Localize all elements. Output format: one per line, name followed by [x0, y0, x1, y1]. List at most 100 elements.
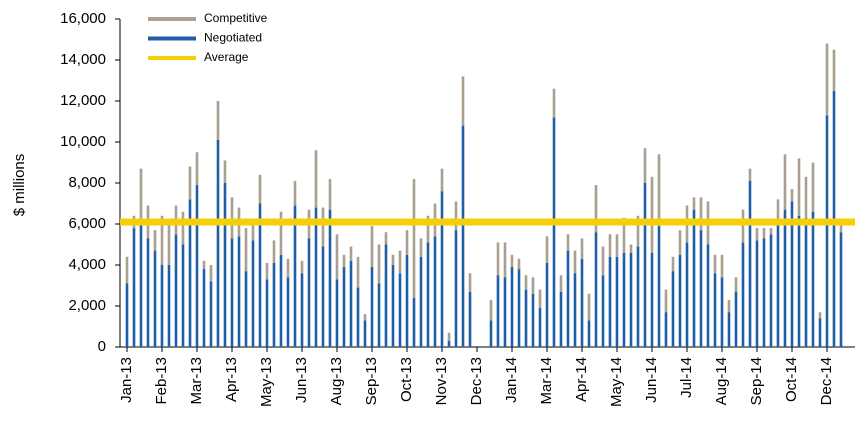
- bar-segment: [706, 244, 710, 347]
- bar-segment: [538, 308, 542, 347]
- x-tick-label: Sep-13: [363, 357, 380, 405]
- bar-segment: [825, 43, 829, 116]
- bar-segment: [678, 254, 682, 347]
- bar-segment: [594, 185, 598, 233]
- bar-segment: [377, 283, 381, 347]
- bar-segment: [363, 314, 367, 321]
- bar-segment: [398, 273, 402, 347]
- x-tick-label: Oct-14: [783, 357, 800, 402]
- x-tick-label: Oct-13: [398, 357, 415, 402]
- bar-segment: [769, 234, 773, 347]
- bar-segment: [741, 242, 745, 347]
- bar-segment: [125, 256, 129, 284]
- y-tick-label: 10,000: [60, 133, 106, 150]
- bar-segment: [594, 232, 598, 347]
- bar-segment: [447, 332, 451, 341]
- bar-segment: [216, 101, 220, 140]
- bar-segment: [790, 201, 794, 347]
- bar-segment: [412, 297, 416, 347]
- bar-segment: [622, 217, 626, 253]
- x-tick-label: Aug-14: [713, 357, 730, 405]
- bar-segment: [384, 232, 388, 245]
- bar-segment: [384, 244, 388, 347]
- bar-segment: [209, 281, 213, 347]
- bar-segment: [664, 289, 668, 313]
- bar-segment: [531, 293, 535, 347]
- x-tick-label: Dec-13: [468, 357, 485, 405]
- bar-segment: [405, 254, 409, 347]
- y-tick-label: 8,000: [68, 174, 106, 191]
- bar-segment: [461, 76, 465, 126]
- bar-segment: [580, 258, 584, 347]
- x-tick-label: Nov-13: [433, 357, 450, 405]
- bar-segment: [300, 260, 304, 274]
- bar-segment: [797, 158, 801, 216]
- bar-segment: [370, 267, 374, 347]
- bar-segment: [531, 277, 535, 294]
- bar-segment: [391, 254, 395, 265]
- bar-segment: [839, 221, 843, 233]
- bar-segment: [573, 250, 577, 274]
- bar-segment: [776, 199, 780, 224]
- bar-segment: [139, 219, 143, 347]
- bar-segment: [440, 168, 444, 192]
- bar-segment: [720, 254, 724, 278]
- bar-segment: [412, 178, 416, 298]
- bar-segment: [496, 242, 500, 276]
- x-tick-label: Apr-14: [573, 357, 590, 402]
- bar-segment: [342, 254, 346, 268]
- bar-segment: [258, 174, 262, 204]
- bar-segment: [713, 254, 717, 274]
- bar-segment: [762, 238, 766, 347]
- bar-segment: [517, 269, 521, 347]
- bar-segment: [545, 262, 549, 347]
- bar-segment: [195, 152, 199, 186]
- bar-segment: [699, 230, 703, 347]
- bar-segment: [160, 265, 164, 347]
- bar-segment: [356, 256, 360, 288]
- bar-segment: [321, 246, 325, 347]
- bar-segment: [748, 180, 752, 347]
- x-tick-label: Aug-13: [328, 357, 345, 405]
- bar-segment: [524, 275, 528, 290]
- bar-segment: [713, 273, 717, 347]
- bar-segment: [286, 258, 290, 278]
- bar-segment: [265, 262, 269, 280]
- bar-segment: [230, 238, 234, 347]
- bar-segment: [167, 265, 171, 347]
- x-tick-label: Jan-13: [118, 357, 135, 403]
- bar-segment: [342, 267, 346, 347]
- bar-segment: [769, 228, 773, 235]
- bar-segment: [314, 207, 318, 347]
- bar-segment: [587, 293, 591, 321]
- bar-segment: [279, 254, 283, 347]
- bar-segment: [671, 271, 675, 347]
- bar-segment: [454, 201, 458, 231]
- bar-segment: [153, 250, 157, 347]
- y-tick-label: 16,000: [60, 10, 106, 27]
- bar-segment: [349, 260, 353, 347]
- bar-segment: [818, 312, 822, 319]
- bar-segment: [328, 178, 332, 210]
- x-tick-label: Mar-14: [538, 357, 555, 405]
- bar-segment: [636, 246, 640, 347]
- bar-segment: [636, 215, 640, 247]
- bar-segment: [258, 203, 262, 347]
- x-tick-label: Jan-14: [503, 357, 520, 403]
- bar-segment: [650, 252, 654, 347]
- bar-segment: [552, 88, 556, 118]
- bar-segment: [132, 228, 136, 347]
- bar-segment: [748, 168, 752, 181]
- legend-label: Negotiated: [204, 31, 262, 45]
- bar-segment: [503, 277, 507, 347]
- bar-segment: [566, 250, 570, 347]
- bar-segment: [720, 277, 724, 347]
- bar-segment: [468, 291, 472, 347]
- bar-segment: [433, 236, 437, 347]
- bar-segment: [608, 234, 612, 257]
- bar-segment: [825, 115, 829, 347]
- bar-segment: [804, 217, 808, 347]
- bar-segment: [419, 238, 423, 257]
- bar-segment: [671, 256, 675, 272]
